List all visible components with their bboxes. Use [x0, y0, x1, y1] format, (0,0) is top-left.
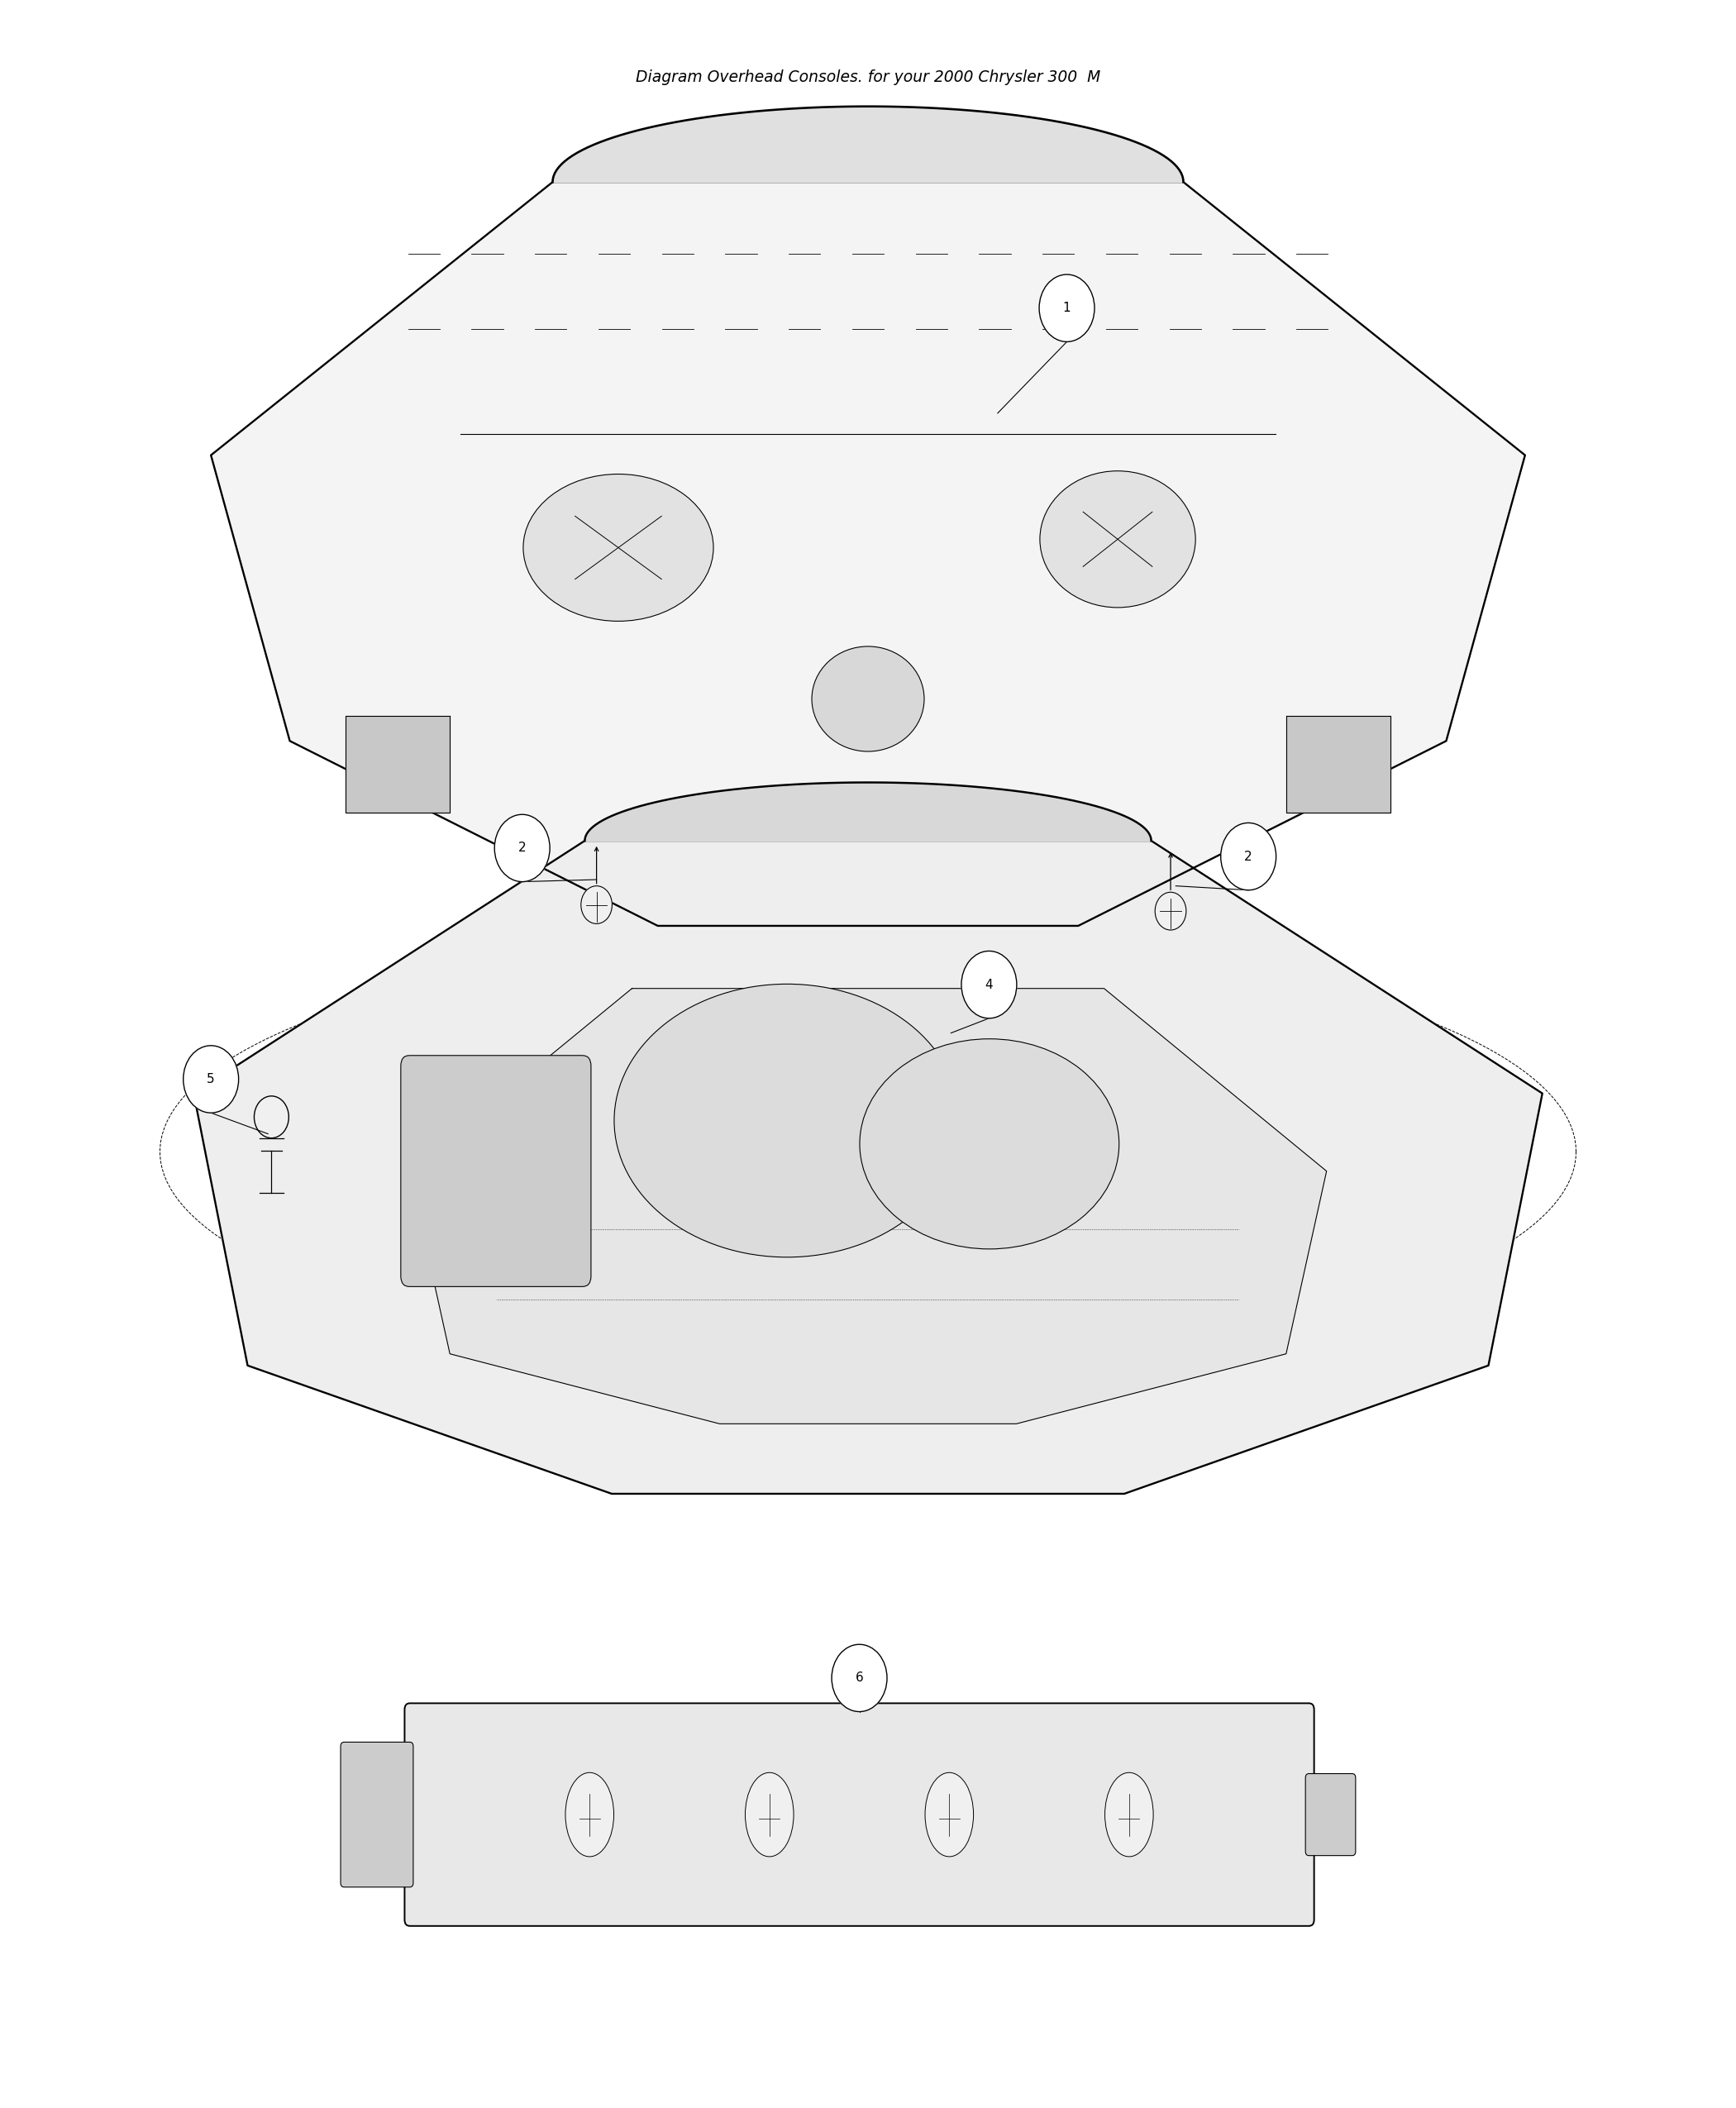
Ellipse shape — [566, 1773, 615, 1857]
Ellipse shape — [925, 1773, 974, 1857]
Ellipse shape — [745, 1773, 793, 1857]
Text: 2: 2 — [519, 841, 526, 854]
Circle shape — [495, 814, 550, 881]
Polygon shape — [410, 989, 1326, 1423]
Ellipse shape — [1040, 470, 1196, 607]
Ellipse shape — [615, 984, 960, 1256]
Text: 1: 1 — [1062, 301, 1071, 314]
Ellipse shape — [859, 1039, 1120, 1248]
Circle shape — [1220, 822, 1276, 890]
Polygon shape — [345, 717, 450, 812]
Text: 2: 2 — [1245, 850, 1252, 862]
Text: 4: 4 — [984, 978, 993, 991]
Ellipse shape — [253, 1096, 288, 1138]
FancyBboxPatch shape — [404, 1703, 1314, 1927]
FancyBboxPatch shape — [1305, 1773, 1356, 1855]
Circle shape — [962, 951, 1017, 1018]
Ellipse shape — [812, 647, 924, 750]
FancyBboxPatch shape — [401, 1056, 590, 1286]
Circle shape — [1154, 892, 1186, 930]
Text: 5: 5 — [207, 1073, 215, 1086]
Text: Diagram Overhead Consoles. for your 2000 Chrysler 300  M: Diagram Overhead Consoles. for your 2000… — [635, 70, 1101, 84]
Ellipse shape — [523, 474, 713, 622]
Text: 6: 6 — [856, 1672, 863, 1684]
Circle shape — [582, 885, 613, 923]
Circle shape — [1040, 274, 1094, 341]
Ellipse shape — [1104, 1773, 1153, 1857]
Polygon shape — [212, 181, 1524, 925]
Polygon shape — [1286, 717, 1391, 812]
FancyBboxPatch shape — [340, 1741, 413, 1887]
Polygon shape — [194, 841, 1542, 1495]
Circle shape — [832, 1644, 887, 1712]
Circle shape — [184, 1046, 238, 1113]
